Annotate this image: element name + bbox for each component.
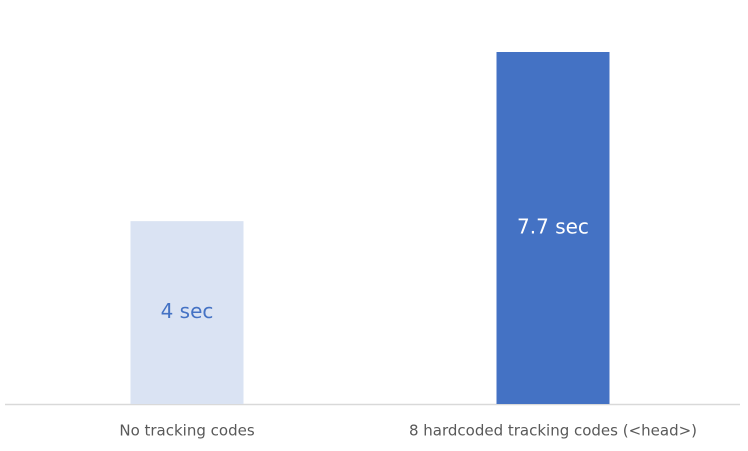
value-label: 7.7 sec [517, 215, 589, 239]
bar [496, 52, 610, 404]
x-tick-label: No tracking codes [119, 422, 254, 440]
x-tick-label: 8 hardcoded tracking codes (<head>) [409, 422, 697, 440]
bar [130, 221, 244, 404]
value-label: 4 sec [161, 299, 214, 323]
